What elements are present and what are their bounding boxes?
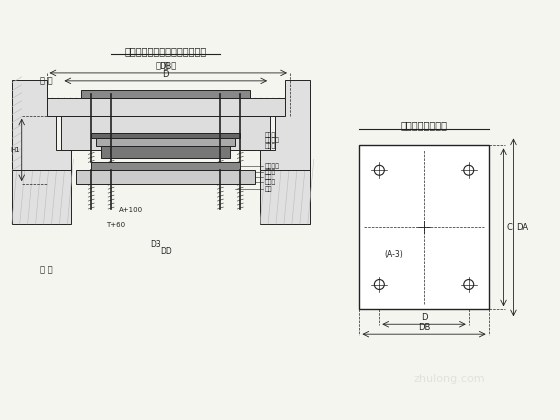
Polygon shape <box>260 80 310 170</box>
Text: DA: DA <box>516 223 529 232</box>
Text: 下球机板: 下球机板 <box>265 163 280 169</box>
Text: 固定型盆式橡胶支座布置示意图: 固定型盆式橡胶支座布置示意图 <box>125 46 207 56</box>
Text: 主 梁: 主 梁 <box>40 76 53 85</box>
Bar <box>46 98 285 116</box>
Text: A+100: A+100 <box>119 207 143 213</box>
Text: zhulong.com: zhulong.com <box>413 374 485 384</box>
Bar <box>96 139 235 147</box>
Text: 顶板钢板平面示意: 顶板钢板平面示意 <box>400 121 447 131</box>
Bar <box>91 162 240 170</box>
Text: DD: DD <box>160 247 171 256</box>
Circle shape <box>375 280 384 289</box>
Circle shape <box>464 280 474 289</box>
Text: D: D <box>421 313 427 322</box>
Circle shape <box>375 165 384 175</box>
Bar <box>91 133 240 139</box>
Polygon shape <box>260 159 310 224</box>
Bar <box>81 90 250 98</box>
Circle shape <box>464 165 474 175</box>
Text: H1: H1 <box>10 147 20 153</box>
Bar <box>360 145 489 310</box>
Text: D3: D3 <box>151 240 161 249</box>
Text: (A-3): (A-3) <box>385 250 404 259</box>
Text: 方形梁: 方形梁 <box>265 144 276 149</box>
Text: DB: DB <box>160 62 172 71</box>
Polygon shape <box>12 159 71 224</box>
Text: E/72: E/72 <box>138 137 153 144</box>
Text: DB: DB <box>418 323 430 332</box>
Text: 灌浆料: 灌浆料 <box>265 179 276 185</box>
Text: 垫板: 垫板 <box>265 174 273 180</box>
Text: 桥 梁 间: 桥 梁 间 <box>156 61 176 71</box>
Polygon shape <box>12 80 71 170</box>
Text: 上球机板: 上球机板 <box>265 138 280 143</box>
Bar <box>101 147 230 158</box>
Text: 垫板: 垫板 <box>265 186 273 192</box>
Text: T+60: T+60 <box>106 222 125 228</box>
Bar <box>76 170 255 184</box>
Text: C: C <box>506 223 512 232</box>
Text: 球形铰: 球形铰 <box>265 133 276 138</box>
Bar <box>62 116 270 150</box>
Text: D: D <box>162 70 169 79</box>
Text: 下板板: 下板板 <box>265 169 276 175</box>
Text: 桥 台: 桥 台 <box>40 265 53 274</box>
